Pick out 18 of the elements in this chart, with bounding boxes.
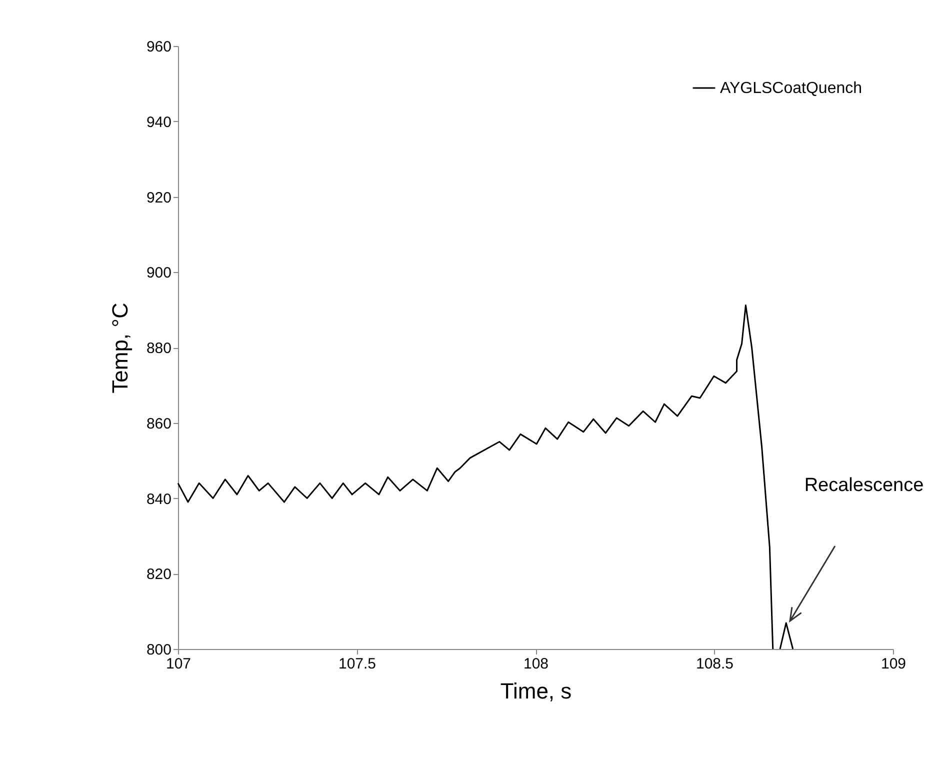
y-axis-title: Temp, °C xyxy=(107,302,132,394)
x-tick-label: 108 xyxy=(523,656,549,672)
annotation: Recalescence xyxy=(804,475,924,496)
x-tick-label: 109 xyxy=(880,656,906,672)
y-tick-label: 820 xyxy=(146,566,172,584)
y-tick-label: 860 xyxy=(146,415,172,432)
x-tick-label: 107 xyxy=(166,656,192,672)
y-tick-label: 880 xyxy=(146,340,172,357)
y-tick-label: 840 xyxy=(146,490,172,508)
x-tick-label: 107.5 xyxy=(338,656,376,672)
x-tick-label: 108.5 xyxy=(696,656,734,672)
y-tick-label: 920 xyxy=(146,189,172,206)
y-tick-label: 900 xyxy=(146,264,172,282)
y-tick-label: 800 xyxy=(146,642,172,658)
y-tick-label: 960 xyxy=(146,38,172,56)
x-axis-title: Time, s xyxy=(500,678,572,704)
legend-label: AYGLSCoatQuench xyxy=(720,80,862,97)
y-tick-label: 940 xyxy=(146,114,172,131)
